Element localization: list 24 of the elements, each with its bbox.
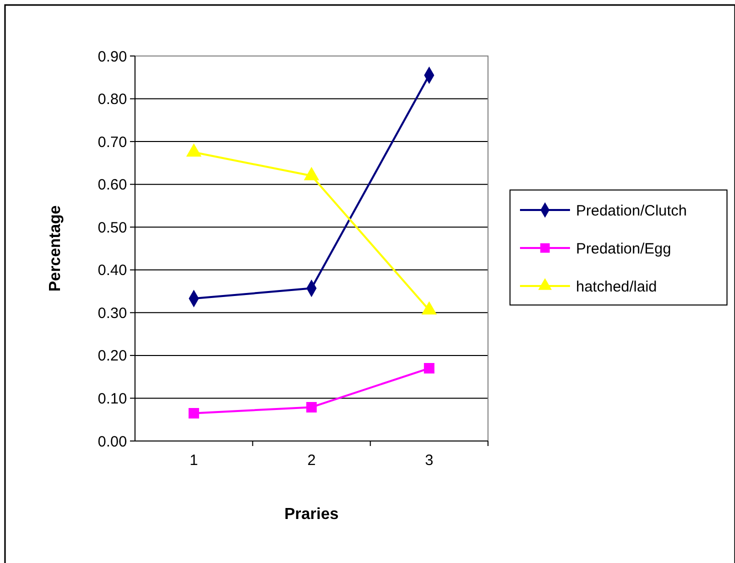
y-tick-label: 0.90 — [98, 48, 127, 66]
legend-label: Predation/Egg — [576, 240, 672, 258]
point — [424, 363, 434, 374]
x-axis-title: Praries — [284, 506, 339, 523]
legend-label: hatched/laid — [576, 278, 657, 296]
y-axis-title: Percentage — [47, 205, 64, 292]
legend-label: Predation/Clutch — [576, 202, 687, 220]
x-tick-label: 1 — [190, 452, 198, 469]
point — [306, 402, 317, 412]
x-tick-label: 3 — [424, 452, 434, 469]
y-tick-label: 0.80 — [98, 91, 127, 108]
point — [422, 302, 436, 315]
y-tick-label: 0.60 — [98, 176, 127, 194]
point — [188, 408, 200, 418]
y-tick-label: 0.50 — [98, 219, 127, 236]
point — [186, 144, 202, 157]
y-tick-label: 0.70 — [98, 134, 127, 151]
y-tick-label: 0.40 — [98, 262, 127, 280]
y-tick-label: 0.30 — [98, 304, 127, 322]
y-tick-label: 0.20 — [98, 348, 127, 365]
point — [304, 167, 319, 180]
y-tick-label: 0.00 — [98, 433, 127, 450]
x-tick-label: 2 — [307, 452, 316, 469]
y-tick-label: 0.10 — [98, 390, 127, 408]
